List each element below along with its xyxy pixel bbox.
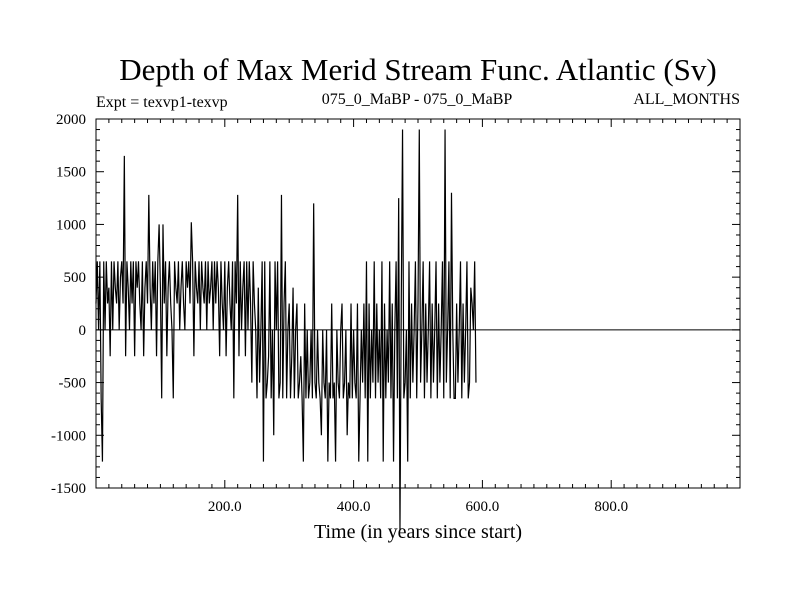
y-tick-label: 0 <box>79 323 87 339</box>
chart-title: Depth of Max Merid Stream Func. Atlantic… <box>119 52 717 87</box>
plot-area: -1500 -1000 -500 0 500 1000 1500 2000 200.0 400.0… <box>51 112 741 531</box>
x-tick-label: 600.0 <box>466 499 500 515</box>
x-tick-label: 200.0 <box>208 499 242 515</box>
y-tick-label: 1000 <box>56 217 86 233</box>
months-label: ALL_MONTHS <box>633 91 740 108</box>
y-tick-label: -500 <box>59 376 87 392</box>
y-tick-label: -1500 <box>51 481 86 497</box>
y-tick-label: 500 <box>64 270 87 286</box>
y-tick-label: 1500 <box>56 165 86 181</box>
experiment-label: Expt = texvp1-texvp <box>96 94 228 111</box>
x-axis-label: Time (in years since start) <box>314 521 522 543</box>
x-tick-label: 400.0 <box>337 499 371 515</box>
y-tick-label: 2000 <box>56 112 86 128</box>
x-tick-label: 800.0 <box>594 499 628 515</box>
y-tick-label: -1000 <box>51 428 86 444</box>
period-label: 075_0_MaBP - 075_0_MaBP <box>322 91 513 108</box>
series-line-0 <box>95 129 477 531</box>
